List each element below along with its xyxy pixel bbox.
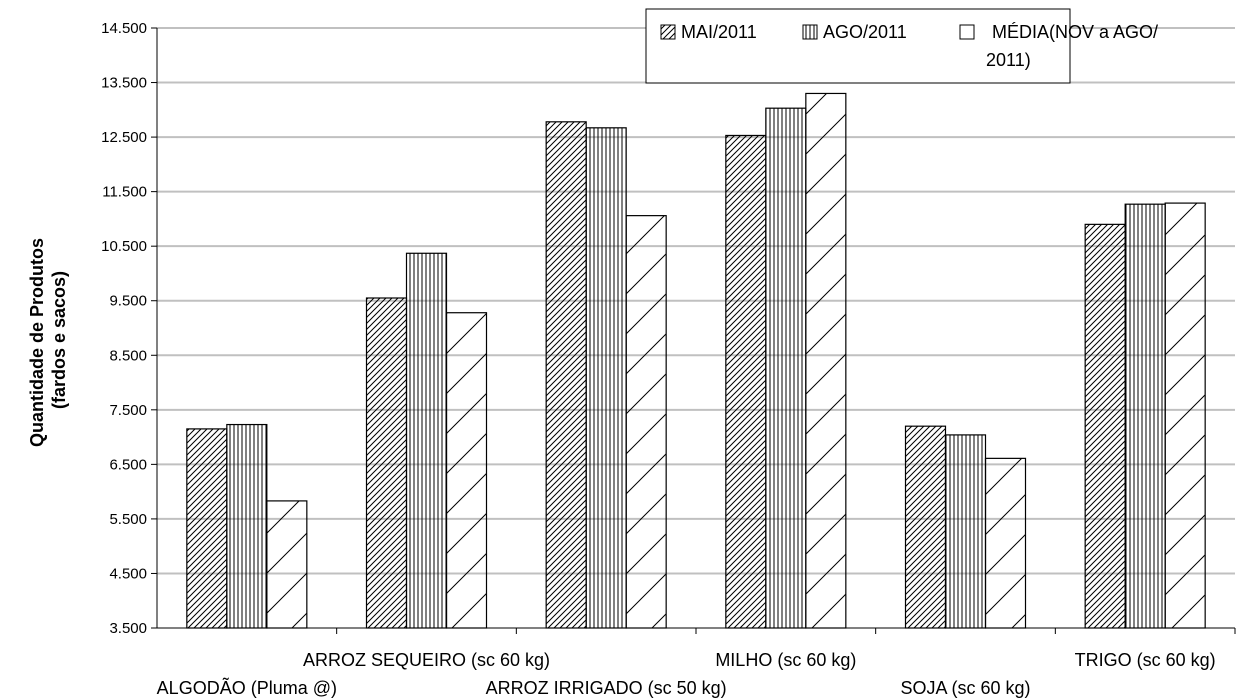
y-tick-label: 13.500 — [101, 75, 147, 92]
bar-media-soja — [984, 457, 1027, 629]
y-tick-label: 10.500 — [101, 238, 147, 255]
bar-mai-2011-arroz-irrigado — [545, 121, 587, 629]
y-axis-label: Quantidade de Produtos (fardos e sacos) — [27, 233, 69, 447]
category-label-trigo: TRIGO (sc 60 kg) — [1075, 650, 1216, 670]
category-label-arroz-irrigado: ARROZ IRRIGADO (sc 50 kg) — [486, 678, 727, 698]
category-label-soja: SOJA (sc 60 kg) — [900, 678, 1030, 698]
bar-ago-2011-arroz-sequeiro — [405, 252, 448, 629]
legend-label-media-line-2: 2011) — [986, 50, 1031, 70]
bar-ago-2011-trigo — [1124, 203, 1166, 629]
bar-media-arroz-sequeiro — [445, 312, 488, 629]
x-axis-category-labels: ALGODÃO (Pluma @) ARROZ SEQUEIRO (sc 60 k… — [157, 650, 1216, 698]
bar-media-algodao — [266, 500, 308, 629]
legend: MAI/2011 AGO/2011 MÉDIA(NOV a AGO/ 2011) — [645, 8, 1158, 84]
y-tick-label: 4.500 — [109, 565, 147, 582]
x-axis-ticks — [336, 628, 1236, 634]
category-label-algodao: ALGODÃO (Pluma @) — [157, 677, 337, 698]
bar-mai-2011-trigo — [1084, 223, 1126, 629]
bar-media-milho — [805, 92, 847, 629]
legend-label-ago-2011: AGO/2011 — [823, 22, 907, 42]
y-tick-label: 7.500 — [109, 402, 147, 419]
y-axis-ticks: 3.500 4.500 5.500 6.500 7.500 8.500 9.500 10.50… — [101, 20, 157, 637]
bars — [186, 92, 1206, 629]
gridlines — [157, 27, 1235, 575]
bar-ago-2011-soja — [944, 434, 987, 629]
y-tick-label: 6.500 — [109, 456, 147, 473]
legend-swatch-media — [959, 24, 975, 40]
bar-media-trigo — [1164, 202, 1206, 629]
y-axis-label-line-1: Quantidade de Produtos — [27, 238, 47, 447]
bar-mai-2011-algodao — [186, 428, 228, 629]
y-tick-label: 9.500 — [109, 293, 147, 310]
legend-label-media-line-1: MÉDIA(NOV a AGO/ — [992, 22, 1158, 42]
bar-mai-2011-soja — [904, 425, 947, 629]
y-tick-label: 5.500 — [109, 511, 147, 528]
y-tick-label: 14.500 — [101, 20, 147, 37]
bar-ago-2011-arroz-irrigado — [585, 127, 627, 629]
bar-ago-2011-milho — [765, 107, 807, 629]
bar-mai-2011-arroz-sequeiro — [365, 297, 408, 629]
bar-mai-2011-milho — [725, 134, 767, 629]
y-axis-label-line-2: (fardos e sacos) — [49, 271, 69, 409]
category-label-milho: MILHO (sc 60 kg) — [715, 650, 856, 670]
legend-box — [645, 8, 1071, 84]
legend-swatch-ago-2011 — [802, 24, 818, 40]
y-tick-label: 3.500 — [109, 620, 147, 637]
y-tick-label: 11.500 — [102, 184, 147, 201]
category-label-arroz-sequeiro: ARROZ SEQUEIRO (sc 60 kg) — [303, 650, 550, 670]
bar-media-arroz-irrigado — [625, 215, 667, 629]
y-tick-label: 12.500 — [101, 129, 147, 146]
y-tick-label: 8.500 — [109, 347, 147, 364]
bar-ago-2011-algodao — [226, 423, 268, 629]
legend-label-mai-2011: MAI/2011 — [681, 22, 757, 42]
legend-swatch-mai-2011 — [660, 24, 676, 40]
